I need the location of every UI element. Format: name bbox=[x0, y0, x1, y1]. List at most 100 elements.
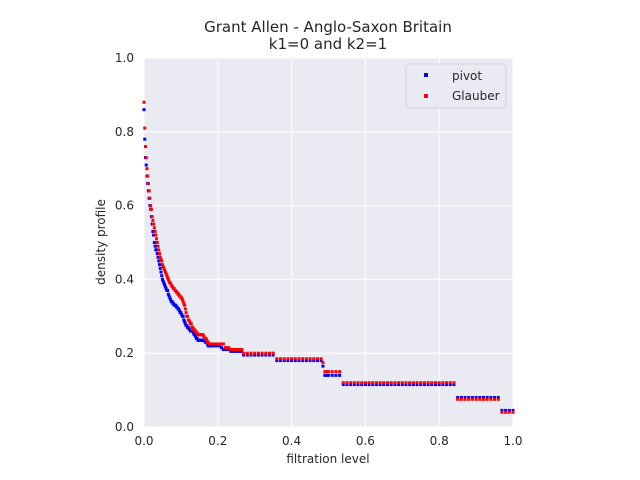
data-point bbox=[238, 349, 242, 353]
data-point bbox=[419, 383, 423, 387]
data-point bbox=[264, 353, 268, 357]
data-point bbox=[463, 395, 467, 399]
grid bbox=[143, 57, 514, 428]
data-point bbox=[162, 281, 166, 285]
data-point bbox=[463, 397, 467, 401]
data-point bbox=[194, 335, 198, 339]
y-tick-label: 0.6 bbox=[115, 199, 134, 213]
data-point bbox=[177, 307, 181, 311]
data-point bbox=[214, 344, 218, 348]
data-point bbox=[236, 348, 240, 352]
data-point bbox=[452, 381, 456, 385]
data-point bbox=[155, 237, 159, 241]
legend-label-pivot: pivot bbox=[452, 69, 482, 83]
data-point bbox=[223, 346, 227, 350]
data-point bbox=[166, 292, 170, 296]
data-point bbox=[156, 244, 160, 248]
data-point bbox=[166, 288, 170, 292]
data-point bbox=[404, 381, 408, 385]
data-point bbox=[371, 381, 375, 385]
data-point bbox=[145, 167, 149, 171]
data-point bbox=[470, 395, 474, 399]
legend-marker-pivot bbox=[424, 73, 428, 77]
data-point bbox=[206, 340, 210, 344]
data-point bbox=[382, 383, 386, 387]
data-point bbox=[481, 395, 485, 399]
data-point bbox=[286, 359, 290, 363]
series-glauber bbox=[142, 100, 515, 414]
data-point bbox=[232, 348, 236, 352]
data-point bbox=[153, 244, 157, 248]
data-point bbox=[496, 395, 500, 399]
data-point bbox=[315, 359, 319, 363]
data-point bbox=[245, 351, 249, 355]
data-point bbox=[144, 156, 148, 160]
legend-label-glauber: Glauber bbox=[452, 89, 500, 103]
data-point bbox=[245, 353, 249, 357]
data-point bbox=[481, 397, 485, 401]
y-axis-label: density profile bbox=[94, 199, 108, 285]
data-point bbox=[160, 259, 164, 263]
data-point bbox=[456, 395, 460, 399]
data-point bbox=[321, 360, 325, 364]
data-point bbox=[445, 383, 449, 387]
data-point bbox=[500, 410, 504, 414]
data-point bbox=[459, 397, 463, 401]
y-tick-label: 0.4 bbox=[115, 272, 134, 286]
data-point bbox=[168, 296, 172, 300]
x-tick-label: 0.2 bbox=[208, 434, 227, 448]
data-point bbox=[275, 359, 279, 363]
data-point bbox=[210, 342, 214, 346]
data-point bbox=[158, 266, 162, 270]
data-point bbox=[212, 344, 216, 348]
data-point bbox=[493, 397, 497, 401]
data-point bbox=[437, 383, 441, 387]
data-point bbox=[180, 312, 184, 316]
data-point bbox=[157, 259, 161, 263]
data-point bbox=[467, 395, 471, 399]
data-point bbox=[308, 359, 312, 363]
data-point bbox=[489, 397, 493, 401]
data-point bbox=[400, 381, 404, 385]
data-point bbox=[256, 351, 260, 355]
data-point bbox=[153, 229, 157, 233]
data-point bbox=[437, 381, 441, 385]
data-point bbox=[415, 381, 419, 385]
data-point bbox=[142, 108, 146, 112]
data-point bbox=[195, 336, 199, 340]
data-point bbox=[240, 349, 244, 353]
chart-subtitle: k1=0 and k2=1 bbox=[269, 35, 387, 53]
data-point bbox=[204, 336, 208, 340]
data-point bbox=[208, 344, 212, 348]
data-point bbox=[149, 204, 153, 208]
data-point bbox=[191, 325, 195, 329]
data-point bbox=[221, 342, 225, 346]
data-point bbox=[434, 383, 438, 387]
data-point bbox=[174, 303, 178, 307]
x-axis-label: filtration level bbox=[286, 452, 369, 466]
data-point bbox=[374, 383, 378, 387]
data-point bbox=[242, 351, 246, 355]
data-point bbox=[312, 357, 316, 361]
data-point bbox=[297, 359, 301, 363]
data-point bbox=[188, 327, 192, 331]
data-point bbox=[341, 383, 345, 387]
data-point bbox=[231, 349, 235, 353]
data-point bbox=[223, 348, 227, 352]
data-point bbox=[470, 397, 474, 401]
data-point bbox=[327, 373, 330, 377]
data-point bbox=[175, 305, 179, 309]
data-point bbox=[411, 381, 415, 385]
tick-labels: 0.0 0.2 0.4 0.6 0.8 1.0 0.0 0.2 0.4 0.6 0.8 1.0 bbox=[115, 51, 523, 448]
data-point bbox=[143, 126, 147, 130]
data-point bbox=[297, 357, 301, 361]
data-point bbox=[160, 277, 164, 281]
data-point bbox=[205, 338, 209, 342]
data-point bbox=[301, 357, 305, 361]
data-point bbox=[186, 314, 190, 318]
data-point bbox=[493, 395, 497, 399]
data-point bbox=[452, 383, 456, 387]
data-point bbox=[267, 351, 271, 355]
data-point bbox=[419, 381, 423, 385]
data-point bbox=[485, 397, 489, 401]
